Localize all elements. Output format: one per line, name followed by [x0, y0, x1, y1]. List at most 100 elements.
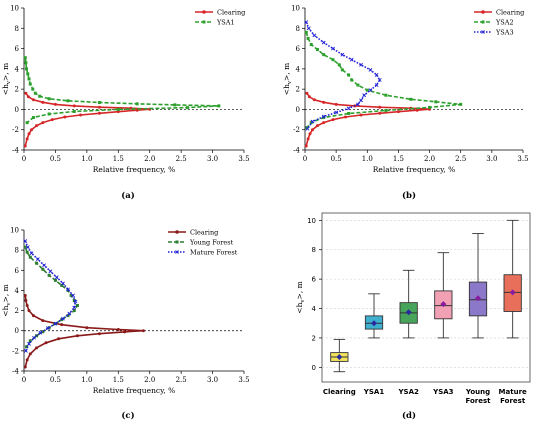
data-point: [41, 330, 45, 334]
y-axis-label-end: >, m: [1, 63, 10, 81]
data-point: [434, 100, 438, 104]
data-point: [31, 87, 35, 91]
y-tick-label: 2: [15, 86, 19, 94]
data-point: [347, 111, 351, 115]
y-axis-label-subscript: v: [300, 299, 306, 304]
legend-label: YSA2: [495, 19, 514, 27]
data-point: [23, 293, 27, 297]
x-tick-label: 0: [22, 376, 26, 384]
data-point: [28, 352, 32, 356]
y-axis-label-subscript: v: [6, 302, 12, 307]
data-point: [306, 36, 310, 40]
data-point: [185, 106, 189, 110]
data-point: [346, 106, 351, 111]
y-tick-label: -4: [12, 147, 19, 155]
series-line: [305, 21, 381, 130]
data-point: [25, 345, 29, 349]
data-point: [304, 20, 309, 25]
data-point: [310, 128, 314, 132]
data-point: [28, 339, 32, 343]
data-point: [53, 102, 57, 106]
series-ysa3: [304, 20, 382, 131]
x-tick-label: 2.5: [176, 155, 187, 163]
legend-label: Clearing: [496, 9, 524, 17]
data-point: [63, 115, 67, 119]
data-point: [331, 58, 335, 62]
x-tick-label: 2.0: [424, 155, 435, 163]
data-point: [44, 341, 48, 345]
data-point: [47, 112, 51, 116]
data-point: [45, 326, 50, 331]
series-line: [305, 92, 430, 147]
series-clearing: [23, 293, 145, 369]
legend: Clearing YSA2 YSA3: [474, 9, 524, 37]
data-point: [173, 103, 177, 107]
data-point: [75, 334, 79, 338]
data-point: [66, 99, 70, 103]
data-point: [23, 348, 28, 353]
data-point: [322, 121, 326, 125]
y-tick-label: 0: [312, 364, 316, 372]
data-point: [306, 137, 310, 141]
data-point: [362, 93, 367, 98]
y-axis-label-subscript: v: [6, 80, 12, 85]
data-point: [384, 93, 388, 97]
y-axis-label-main: <h: [1, 84, 10, 95]
data-point: [337, 63, 341, 67]
legend-marker: [481, 30, 485, 34]
series-line: [305, 32, 461, 129]
data-point: [384, 108, 388, 112]
data-point: [322, 53, 326, 57]
data-point: [97, 105, 101, 109]
y-tick-label: 4: [15, 65, 20, 73]
data-point: [331, 46, 335, 51]
y-tick-label: -2: [12, 126, 19, 134]
box-young-forest: [468, 233, 488, 339]
y-tick-label: 10: [307, 217, 316, 225]
data-point: [27, 132, 31, 136]
data-point: [368, 88, 373, 93]
data-point: [79, 113, 83, 117]
data-point: [85, 326, 89, 330]
data-point: [60, 283, 64, 287]
data-point: [31, 314, 35, 318]
x-tick-label: 0.5: [50, 376, 61, 384]
data-point: [309, 43, 313, 47]
data-point: [28, 255, 32, 259]
x-tick-label: 1.0: [81, 376, 92, 384]
panel-label: (c): [121, 410, 134, 421]
category-label: Young Forest: [465, 388, 491, 405]
data-point: [32, 335, 36, 340]
data-point: [415, 108, 419, 112]
y-tick-label: -4: [293, 147, 300, 155]
panel-c: 0 0.5 1.0 1.5 2.0 2.5 3.0 3.5 -4 -2 0 2 4 6 8 10 Relativ…: [1, 227, 250, 422]
y-tick-label: 10: [10, 227, 19, 235]
y-axis-label: <hv>, m: [282, 63, 293, 95]
legend-label: Young Forest: [189, 239, 234, 247]
y-tick-label: 6: [15, 267, 20, 275]
data-point: [66, 288, 70, 292]
y-tick-label: -2: [12, 347, 19, 355]
data-point: [23, 245, 27, 249]
data-point: [334, 110, 339, 115]
x-tick-label: 3.0: [486, 155, 497, 163]
y-axis-label-main: <h: [282, 84, 291, 95]
data-point: [66, 287, 70, 292]
data-point: [359, 113, 363, 117]
data-point: [31, 116, 35, 120]
legend-marker: [175, 250, 179, 254]
data-point: [459, 102, 463, 106]
y-axis-label-end: >, m: [295, 281, 304, 299]
category-label-line: Forest: [500, 397, 526, 405]
data-point: [374, 73, 379, 77]
y-tick-label: 0: [15, 327, 19, 335]
data-point: [27, 341, 31, 346]
data-point: [42, 263, 47, 268]
data-point: [321, 114, 326, 119]
x-tick-label: 0: [303, 155, 307, 163]
x-tick-label: 1.5: [113, 376, 124, 384]
plot-frame: [321, 212, 531, 383]
series-line: [24, 246, 79, 348]
y-axis-label-subscript: v: [287, 80, 293, 85]
